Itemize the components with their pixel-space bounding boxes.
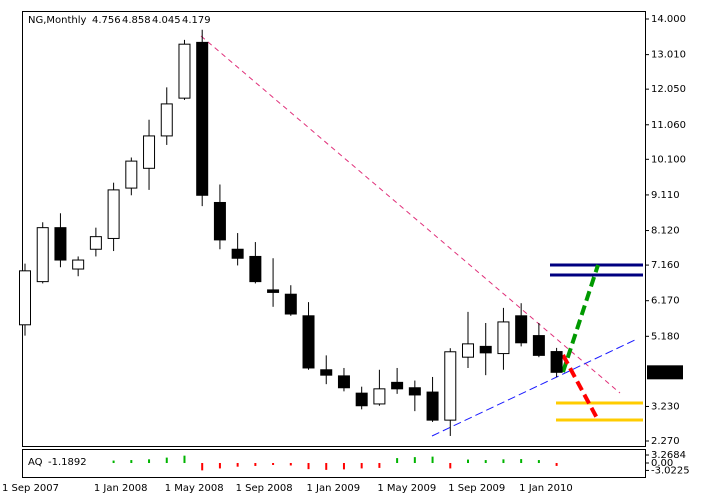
candle-body: [213, 201, 226, 241]
histogram-bar: [307, 463, 310, 470]
candle-body: [284, 293, 297, 315]
candle-body: [337, 375, 350, 389]
candle-body: [125, 160, 138, 189]
histogram-bar: [484, 460, 487, 464]
histogram-bar: [289, 463, 292, 466]
candle-body: [54, 227, 67, 261]
support-line: [431, 338, 638, 437]
y-tick-label: 3.2684: [651, 450, 686, 461]
x-tick-label: 1 Jan 2009: [307, 483, 361, 494]
histogram-bar: [413, 457, 416, 464]
candle-body: [515, 315, 528, 344]
candle-body: [408, 387, 421, 396]
candle-body: [373, 388, 386, 405]
indicator-name: AQ: [28, 457, 43, 468]
histogram-bar: [537, 460, 540, 464]
histogram-bar: [467, 459, 469, 464]
histogram-bar: [236, 463, 239, 467]
candle-body: [550, 351, 563, 373]
main-frame: [22, 11, 646, 447]
histogram-bar: [520, 459, 523, 464]
histogram-bar: [325, 463, 328, 470]
histogram-bar: [449, 463, 452, 469]
candle-body: [355, 392, 368, 407]
candle-body: [302, 315, 315, 369]
candle-body: [249, 255, 262, 283]
indicator-value: -1.1892: [48, 457, 87, 468]
x-tick-label: 1 May 2008: [165, 483, 224, 494]
y-tick-label: 14.000: [651, 14, 686, 25]
y-tick-label: 9.110: [651, 190, 680, 201]
x-tick-label: 1 Sep 2009: [448, 483, 505, 494]
histogram-bar: [360, 463, 363, 469]
candle-body: [267, 289, 280, 293]
chart-title: NG,Monthly: [28, 15, 87, 26]
candle-body: [143, 135, 156, 169]
x-tick-label: 1 May 2009: [377, 483, 436, 494]
y-tick-label: 7.160: [651, 260, 680, 271]
candle-body: [178, 43, 191, 99]
bear-projection: [561, 354, 600, 421]
y-tick-label: 2.270: [651, 436, 680, 447]
y-tick-label: 13.010: [651, 50, 686, 61]
header-close: 4.179: [182, 15, 211, 26]
histogram-bar: [254, 463, 257, 466]
candle-body: [497, 321, 510, 355]
histogram-bar: [218, 463, 221, 469]
candle-body: [479, 345, 492, 354]
histogram-bar: [502, 459, 505, 464]
candle-body: [19, 270, 31, 326]
histogram-bar: [272, 463, 275, 465]
histogram-bar: [130, 460, 133, 464]
candle-body: [89, 236, 102, 250]
candle-body: [391, 381, 404, 390]
candle-body: [231, 248, 244, 259]
price-marker: [647, 365, 683, 380]
resistance-line: [200, 35, 621, 394]
histogram-bar: [165, 457, 168, 464]
candle-body: [72, 259, 85, 270]
x-tick-label: 1 Jan 2008: [94, 483, 148, 494]
y-tick-label: 10.100: [651, 154, 686, 165]
histogram-bar: [378, 463, 381, 468]
y-tick-label: 12.050: [651, 84, 686, 95]
y-tick-label: 11.060: [651, 120, 686, 131]
y-tick-label: 3.230: [651, 401, 680, 412]
histogram-bar: [112, 460, 115, 464]
candle-body: [444, 351, 457, 421]
histogram-bar: [201, 463, 204, 471]
histogram-bar: [342, 463, 345, 470]
candle-body: [196, 41, 209, 196]
y-tick-label: 8.120: [651, 226, 680, 237]
x-tick-label: 1 Jan 2010: [519, 483, 573, 494]
histogram-bar: [431, 456, 434, 464]
header-low: 4.045: [152, 15, 181, 26]
header-open: 4.756: [92, 15, 121, 26]
histogram-bar: [555, 463, 558, 466]
candle-body: [462, 343, 474, 358]
y-tick-label: -3.0225: [651, 465, 690, 476]
bull-projection: [561, 264, 600, 373]
price-marker-label: 4.179: [651, 367, 680, 378]
y-tick-label: 5.180: [651, 331, 680, 342]
candle-body: [107, 189, 120, 239]
y-tick-label: 6.170: [651, 296, 680, 307]
candle-body: [426, 391, 439, 421]
candle-body: [532, 335, 545, 356]
candle-body: [320, 369, 333, 376]
histogram-bar: [148, 459, 151, 464]
y-tick-label: 0.00: [651, 458, 673, 469]
candle-body: [36, 227, 49, 283]
header-high: 4.858: [122, 15, 151, 26]
histogram-bar: [183, 455, 186, 464]
candle-body: [160, 103, 173, 137]
histogram-bar: [396, 458, 399, 464]
x-tick-label: 1 Sep 2008: [236, 483, 293, 494]
drawings: [200, 35, 643, 437]
x-tick-label: 1 Sep 2007: [2, 483, 59, 494]
